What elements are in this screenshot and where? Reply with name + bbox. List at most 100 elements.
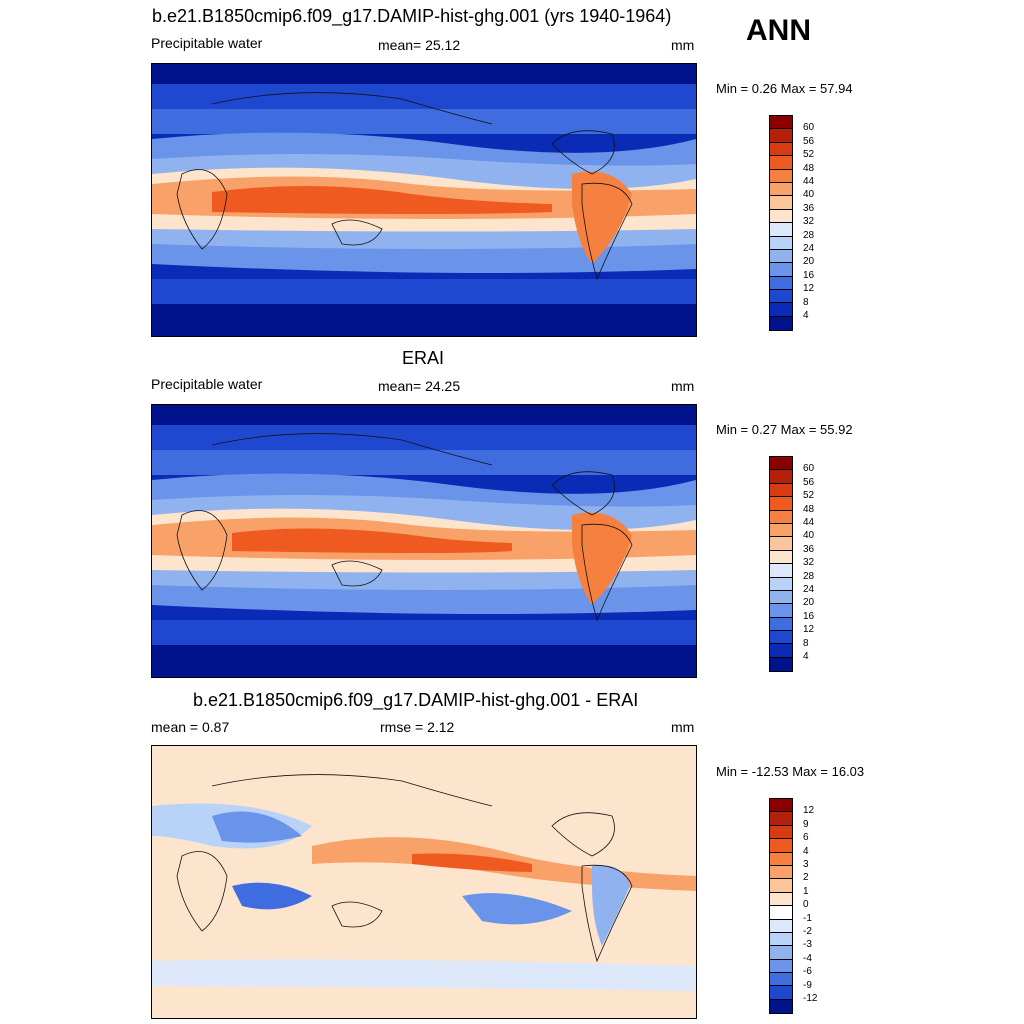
panel1-variable: Precipitable water [151,35,263,51]
colorbar-cell [770,946,792,960]
colorbar-tick-label: 32 [803,557,815,569]
colorbar-tick-label: 1 [803,885,809,897]
colorbar-tick-label: 56 [803,476,815,488]
panel2-minmax: Min = 0.27 Max = 55.92 [716,422,853,437]
panel3-mean: mean = 0.87 [151,719,230,735]
colorbar-tick-label: 8 [803,296,809,308]
colorbar-cell [770,303,792,317]
colorbar-cell [770,657,792,672]
colorbar-tick-label: -12 [803,993,818,1004]
colorbar-tick-label: 52 [803,149,815,161]
colorbar-tick-label: 56 [803,135,815,147]
colorbar-cell [770,263,792,277]
colorbar-tick-label: 4 [803,845,809,857]
colorbar-cell [770,999,792,1014]
colorbar-cell [770,470,792,484]
colorbar-cell [770,550,792,565]
colorbar-cell [770,879,792,893]
colorbar-cell [770,129,792,143]
colorbar-tick-label: 28 [803,570,815,582]
colorbar-cell [770,209,792,224]
colorbar-tick-label: 60 [803,122,815,134]
colorbar-tick-label: 40 [803,530,815,542]
colorbar-cell [770,932,792,947]
colorbar-cell [770,825,792,840]
colorbar-tick-label: 9 [803,818,809,830]
colorbar-tick-label: 8 [803,637,809,649]
colorbar-tick-label: 28 [803,229,815,241]
colorbar-cell [770,617,792,632]
colorbar-cell [770,142,792,157]
colorbar-cell [770,510,792,524]
colorbar-tick-label: 60 [803,463,815,475]
panel2-title: ERAI [402,348,445,368]
colorbar-cell [770,604,792,618]
colorbar-tick-label: 12 [803,624,815,636]
colorbar-tick-label: 4 [803,651,809,662]
panel1-mean: mean= 25.12 [378,37,461,53]
colorbar-cell [770,812,792,826]
colorbar-tick-label: 36 [803,202,815,214]
panel3-units: mm [671,719,695,735]
colorbar-cell [770,906,792,920]
panel2-map [151,404,697,678]
colorbar-cell [770,839,792,853]
colorbar-cell [770,973,792,987]
panel1-minmax: Min = 0.26 Max = 57.94 [716,81,853,96]
panel1-colorbar [769,115,793,332]
colorbar-cell [770,986,792,1000]
colorbar-cell [770,919,792,933]
colorbar-tick-label: 48 [803,503,815,515]
colorbar-cell [770,497,792,511]
colorbar-tick-label: 40 [803,189,815,201]
colorbar-tick-label: -3 [803,939,812,951]
colorbar-cell [770,799,792,813]
colorbar-cell [770,523,792,538]
colorbar-cell [770,249,792,264]
panel3-title: b.e21.B1850cmip6.f09_g17.DAMIP-hist-ghg.… [193,690,639,710]
colorbar-tick-label: -1 [803,912,812,924]
colorbar-cell [770,457,792,471]
colorbar-tick-label: 44 [803,517,815,528]
colorbar-tick-label: 20 [803,597,815,609]
colorbar-tick-label: -9 [803,979,812,991]
colorbar-cell [770,169,792,183]
colorbar-cell [770,182,792,197]
colorbar-tick-label: 48 [803,162,815,174]
colorbar-tick-label: -4 [803,952,812,964]
panel2-units: mm [671,378,695,394]
colorbar-cell [770,865,792,880]
panel3-map [151,745,697,1019]
colorbar-tick-label: 16 [803,610,815,622]
colorbar-cell [770,223,792,237]
panel2-mean: mean= 24.25 [378,378,461,394]
colorbar-cell [770,959,792,974]
colorbar-cell [770,852,792,866]
colorbar-cell [770,631,792,645]
panel1-title: b.e21.B1850cmip6.f09_g17.DAMIP-hist-ghg.… [152,6,672,26]
colorbar-cell [770,156,792,170]
colorbar-tick-label: 2 [803,872,809,884]
colorbar-cell [770,577,792,591]
colorbar-tick-label: 12 [803,283,815,295]
colorbar-cell [770,564,792,578]
colorbar-cell [770,236,792,250]
colorbar-cell [770,590,792,605]
colorbar-tick-label: 36 [803,543,815,555]
colorbar-tick-label: 24 [803,243,815,254]
colorbar-cell [770,892,792,907]
colorbar-tick-label: 0 [803,899,809,911]
colorbar-cell [770,276,792,291]
colorbar-tick-label: 4 [803,310,809,321]
colorbar-cell [770,316,792,331]
colorbar-tick-label: 24 [803,584,815,595]
colorbar-cell [770,537,792,551]
colorbar-tick-label: 44 [803,176,815,187]
colorbar-tick-label: 6 [803,832,809,844]
colorbar-tick-label: 20 [803,256,815,268]
season-label: ANN [746,14,811,47]
colorbar-tick-label: -2 [803,926,812,937]
colorbar-tick-label: 16 [803,269,815,281]
panel1-units: mm [671,37,695,53]
colorbar-cell [770,644,792,658]
